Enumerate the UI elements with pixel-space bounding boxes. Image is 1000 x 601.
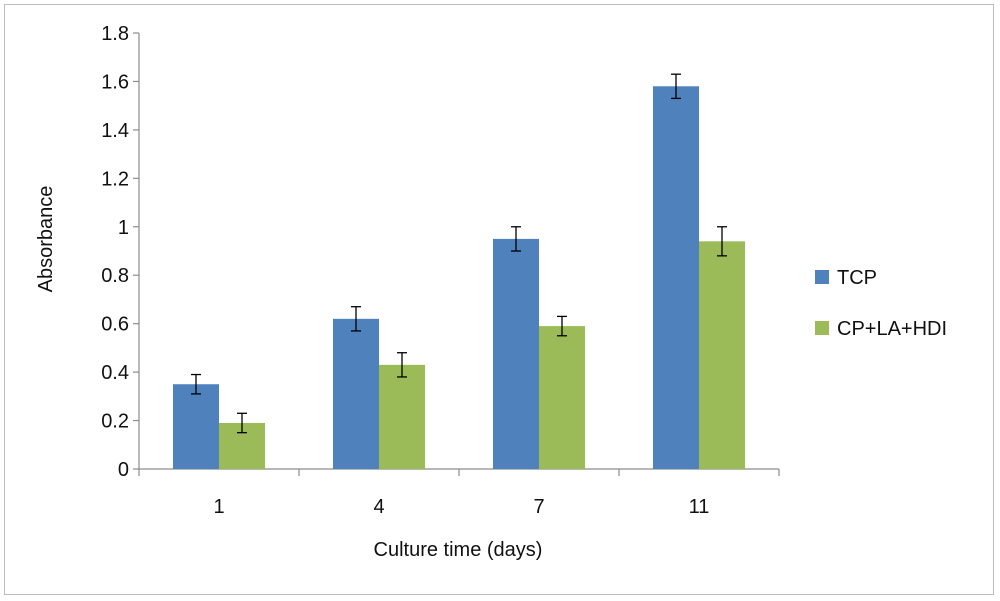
y-tick-label: 1.6 xyxy=(101,71,129,93)
y-tick-label: 1.2 xyxy=(101,168,129,190)
y-tick-label: 1.8 xyxy=(101,23,129,45)
legend-item: TCP xyxy=(815,267,877,289)
y-tick-label: 0.6 xyxy=(101,314,129,336)
error-bar xyxy=(671,73,681,100)
y-tick-label: 1 xyxy=(118,217,129,239)
y-axis-title: Absorbance xyxy=(35,186,57,293)
bar-tcp-7 xyxy=(493,238,539,469)
bar-cp-la-hdi-7 xyxy=(539,326,585,469)
legend-label: CP+LA+HDI xyxy=(837,318,947,340)
legend: TCP CP+LA+HDI xyxy=(815,267,947,340)
legend-swatch xyxy=(815,270,829,284)
bar-tcp-1 xyxy=(173,384,219,469)
legend-item: CP+LA+HDI xyxy=(815,318,947,340)
bar-tcp-11 xyxy=(653,86,699,470)
legend-swatch xyxy=(815,321,829,335)
y-tick-label: 0 xyxy=(118,459,129,481)
legend-label: TCP xyxy=(837,267,877,289)
y-tick-label: 0.8 xyxy=(101,265,129,287)
y-tick-label: 0.2 xyxy=(101,411,129,433)
x-tick-label: 7 xyxy=(533,496,544,518)
x-axis: 1 4 7 11 xyxy=(138,468,780,518)
error-bar xyxy=(191,373,201,395)
bars xyxy=(173,73,745,470)
error-bar xyxy=(557,315,567,337)
x-tick-label: 1 xyxy=(213,496,224,518)
bar-cp-la-hdi-4 xyxy=(379,364,425,469)
error-bar xyxy=(717,226,727,257)
bar-tcp-4 xyxy=(333,318,379,469)
error-bar xyxy=(237,412,247,434)
x-tick-label: 4 xyxy=(373,496,384,518)
bar-cp-la-hdi-11 xyxy=(699,241,745,469)
y-axis: 0 0.2 0.4 0.6 0.8 1 1.2 1.4 1.6 1.8 xyxy=(101,23,140,481)
y-tick-label: 0.4 xyxy=(101,362,129,384)
error-bar xyxy=(351,306,361,332)
x-tick-label: 11 xyxy=(689,496,710,518)
error-bar xyxy=(511,226,521,252)
x-axis-title: Culture time (days) xyxy=(374,539,543,561)
error-bar xyxy=(397,352,407,378)
y-tick-label: 1.4 xyxy=(101,120,129,142)
